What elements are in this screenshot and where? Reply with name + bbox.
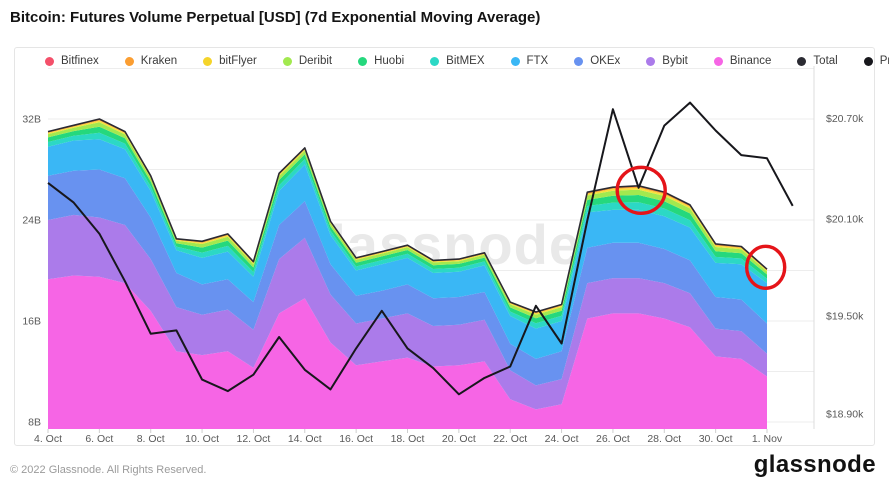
legend-item-label: FTX — [526, 55, 549, 67]
y-axis-right-labels: $20.70k $20.10k $19.50k $18.90k — [826, 113, 864, 421]
x-tick-label: 10. Oct — [185, 433, 219, 445]
legend-item-label: Binance — [729, 55, 772, 67]
legend-item-label: Bitfinex — [61, 55, 99, 67]
x-axis-labels: 4. Oct 6. Oct 8. Oct 10. Oct 12. Oct 14. Oct 1… — [34, 429, 783, 445]
x-tick-label: 12. Oct — [236, 433, 270, 445]
y-left-tick-label: 8B — [28, 417, 41, 429]
area-bybit — [48, 214, 767, 410]
chart-card: glassnode 4. Oct 6. Oct 8. Oct 10. Oct 12. Oc… — [14, 47, 889, 446]
legend-item-label: OKEx — [590, 55, 621, 67]
x-tick-label: 6. Oct — [85, 433, 113, 445]
legend: Bitfinex Kraken bitFlyer Deribit Huobi BitMEX… — [45, 55, 889, 67]
x-tick-label: 24. Oct — [545, 433, 579, 445]
annotation-circle — [745, 244, 787, 291]
legend-item-label: Price [USD] — [879, 55, 889, 67]
legend-item-binance[interactable]: Binance — [713, 55, 772, 67]
x-tick-label: 20. Oct — [442, 433, 476, 445]
okex-dot-icon — [574, 56, 584, 66]
legend-item-bitfinex[interactable]: Bitfinex — [45, 55, 99, 67]
binance-dot-icon — [713, 56, 723, 66]
y-left-tick-label: 16B — [22, 316, 41, 328]
legend-item-deribit[interactable]: Deribit — [282, 55, 333, 67]
x-tick-label: 30. Oct — [699, 433, 733, 445]
y-axis-left-labels: 32B 24B 16B 8B — [22, 114, 41, 429]
legend-item-label: Bybit — [662, 55, 688, 67]
ftx-dot-icon — [510, 56, 520, 66]
deribit-dot-icon — [282, 56, 292, 66]
legend-item-label: BitMEX — [446, 55, 485, 67]
y-right-tick-label: $20.10k — [826, 214, 864, 226]
bitfinex-dot-icon — [45, 56, 54, 66]
brand-logo: glassnode — [753, 451, 876, 478]
total-line — [47, 118, 768, 313]
legend-item-bitmex[interactable]: BitMEX — [430, 55, 485, 67]
price-line — [47, 101, 794, 396]
legend-item-ftx[interactable]: FTX — [510, 55, 549, 67]
price-usd-dot-icon — [863, 56, 873, 66]
legend-item-bitflyer[interactable]: bitFlyer — [203, 55, 257, 67]
x-tick-label: 8. Oct — [137, 433, 165, 445]
total-dot-icon — [797, 56, 807, 66]
annotation-circle — [615, 165, 667, 216]
annotation-circles — [615, 165, 787, 291]
area-okex — [48, 169, 767, 386]
legend-item-kraken[interactable]: Kraken — [124, 55, 178, 67]
y-right-tick-label: $19.50k — [826, 311, 864, 323]
legend-item-okex[interactable]: OKEx — [574, 55, 620, 67]
legend-item-label: Deribit — [298, 55, 333, 67]
y-right-tick-label: $20.70k — [826, 113, 864, 125]
legend-item-label: bitFlyer — [219, 55, 257, 67]
legend-item-label: Kraken — [140, 55, 178, 67]
huobi-dot-icon — [358, 56, 368, 66]
bitflyer-dot-icon — [203, 56, 213, 66]
legend-item-huobi[interactable]: Huobi — [358, 55, 404, 67]
x-tick-label: 18. Oct — [391, 433, 425, 445]
x-tick-label: 22. Oct — [493, 433, 527, 445]
x-tick-label: 28. Oct — [647, 433, 681, 445]
legend-item-total[interactable]: Total — [797, 55, 838, 67]
stacked-areas — [48, 119, 767, 429]
x-tick-label: 1. Nov — [752, 433, 783, 445]
legend-item-label: Total — [813, 55, 838, 67]
legend-item-bybit[interactable]: Bybit — [646, 55, 688, 67]
legend-item-price-usd[interactable]: Price [USD] — [863, 55, 889, 67]
kraken-dot-icon — [124, 56, 134, 66]
y-right-tick-label: $18.90k — [826, 409, 864, 421]
x-tick-label: 14. Oct — [288, 433, 322, 445]
page-title: Bitcoin: Futures Volume Perpetual [USD] … — [10, 9, 541, 26]
y-left-tick-label: 24B — [22, 215, 41, 227]
x-tick-label: 4. Oct — [34, 433, 62, 445]
x-tick-label: 16. Oct — [339, 433, 373, 445]
y-left-tick-label: 32B — [22, 114, 41, 126]
x-tick-label: 26. Oct — [596, 433, 630, 445]
legend-item-label: Huobi — [374, 55, 405, 67]
bitmex-dot-icon — [430, 56, 440, 66]
area-ftx — [48, 139, 767, 359]
footer-copyright: © 2022 Glassnode. All Rights Reserved. — [10, 464, 207, 476]
bybit-dot-icon — [646, 56, 656, 66]
